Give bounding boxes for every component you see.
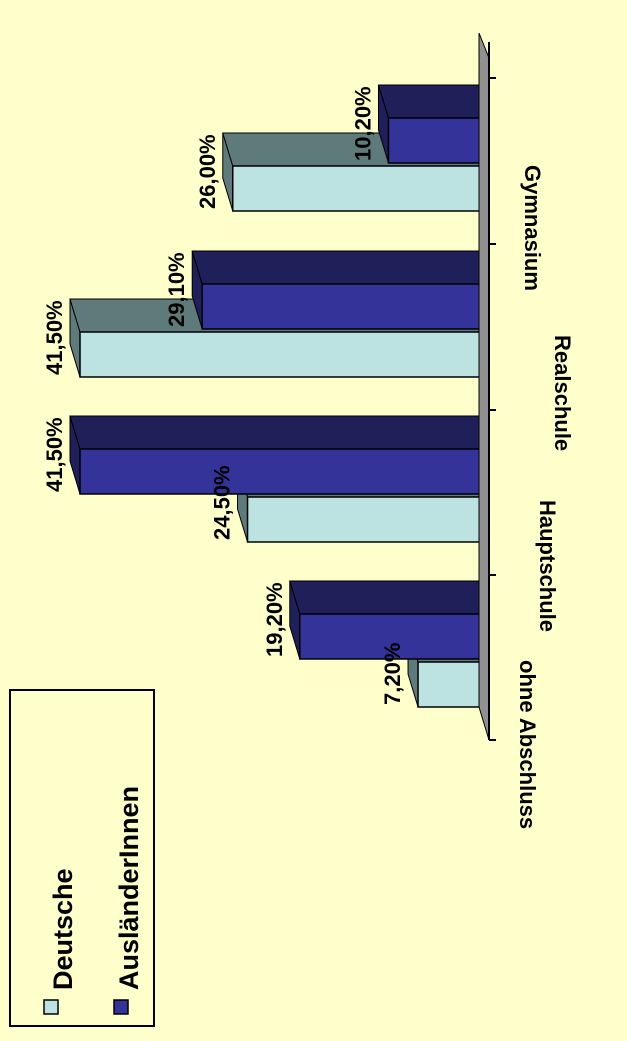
legend-swatch-deutsche [43, 999, 59, 1015]
data-label-1-2: 29,10% [164, 252, 189, 327]
data-label-1-0: 19,20% [262, 582, 287, 657]
axis-layer [478, 32, 496, 741]
bar-0-1 [246, 496, 490, 543]
bar-1-3 [387, 117, 490, 164]
bar-1-2 [201, 283, 490, 330]
bars-layer [69, 84, 490, 708]
data-label-0-0: 7,20% [380, 643, 405, 705]
bar-1-2-side [191, 250, 490, 285]
data-label-0-2: 41,50% [42, 300, 67, 375]
data-label-0-1: 24,50% [210, 465, 235, 540]
bar-0-2 [79, 331, 490, 378]
bar-0-3 [232, 165, 490, 212]
bar-1-0-side [289, 580, 490, 615]
legend-box [9, 689, 155, 1027]
labels-layer: 7,20% 24,50% 41,50% 26,00% 19,20% 41,50% 29,10… [42, 86, 575, 829]
data-label-1-1: 41,50% [42, 417, 67, 492]
category-label-1: Hauptschule [535, 500, 560, 632]
bar-0-0 [417, 661, 490, 708]
bar-1-1 [79, 448, 490, 495]
legend-label-auslaenderinnen: AusländerInnen [114, 786, 144, 990]
legend-label-deutsche: Deutsche [48, 868, 78, 990]
axis-wall [478, 32, 490, 741]
bar-1-1-side [69, 415, 490, 450]
legend-swatch-auslaenderinnen [113, 999, 129, 1015]
data-label-0-3: 26,00% [195, 134, 220, 209]
bar-1-0 [299, 613, 490, 660]
legend: Deutsche AusländerInnen [9, 689, 155, 1027]
category-label-0: ohne Abschluss [515, 660, 540, 829]
data-label-1-3: 10,20% [350, 86, 375, 161]
category-label-3: Gymnasium [520, 165, 545, 291]
bar-1-3-side [377, 84, 490, 119]
category-label-2: Realschule [550, 335, 575, 451]
